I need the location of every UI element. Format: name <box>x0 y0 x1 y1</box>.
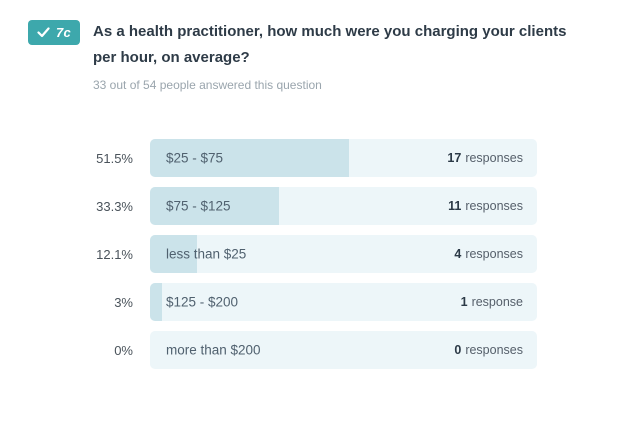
response-count-number: 11 <box>448 199 462 213</box>
bar-track: $25 - $75 17 responses <box>150 139 537 177</box>
bar-category-label: $75 - $125 <box>166 198 231 214</box>
result-row: 33.3% $75 - $125 11 responses <box>0 187 634 225</box>
response-count: 4 responses <box>454 247 523 261</box>
percent-label: 3% <box>114 294 133 310</box>
question-block: As a health practitioner, how much were … <box>93 19 593 92</box>
bar-track: more than $200 0 responses <box>150 331 537 369</box>
bar-track: $125 - $200 1 response <box>150 283 537 321</box>
percent-label: 0% <box>114 342 133 358</box>
response-count-number: 1 <box>460 295 468 309</box>
bar-fill <box>150 187 279 225</box>
response-count-unit: responses <box>465 199 523 213</box>
response-count-unit: responses <box>465 247 523 261</box>
bar-category-label: $25 - $75 <box>166 150 224 166</box>
bar-category-label: less than $25 <box>166 246 247 262</box>
question-answered-summary: 33 out of 54 people answered this questi… <box>93 78 322 92</box>
response-count: 17 responses <box>447 151 523 165</box>
result-row: 3% $125 - $200 1 response <box>0 283 634 321</box>
percent-label: 12.1% <box>96 246 133 262</box>
percent-label: 51.5% <box>96 150 133 166</box>
question-number-label: 7c <box>55 25 72 40</box>
result-row: 0% more than $200 0 responses <box>0 331 634 369</box>
bar-track: less than $25 4 responses <box>150 235 537 273</box>
question-title: As a health practitioner, how much were … <box>93 23 567 66</box>
question-badge: 7c <box>28 20 80 45</box>
results-list: 51.5% $25 - $75 17 responses 33.3% $75 - … <box>0 139 634 379</box>
response-count-number: 4 <box>454 247 462 261</box>
bar-fill <box>150 139 350 177</box>
response-count-unit: responses <box>465 343 523 357</box>
result-row: 51.5% $25 - $75 17 responses <box>0 139 634 177</box>
response-count: 1 response <box>461 295 523 309</box>
check-icon <box>37 27 50 38</box>
response-count-number: 17 <box>447 151 462 165</box>
bar-category-label: $125 - $200 <box>166 294 239 310</box>
response-count: 0 responses <box>454 343 523 357</box>
response-count-unit: responses <box>465 151 523 165</box>
response-count: 11 responses <box>448 199 523 213</box>
bar-fill <box>150 283 162 321</box>
question-header: 7c As a health practitioner, how much we… <box>28 19 608 92</box>
response-count-number: 0 <box>454 343 462 357</box>
bar-fill <box>150 235 197 273</box>
bar-track: $75 - $125 11 responses <box>150 187 537 225</box>
percent-label: 33.3% <box>96 198 133 214</box>
response-count-unit: response <box>471 295 523 309</box>
bar-category-label: more than $200 <box>166 342 261 358</box>
result-row: 12.1% less than $25 4 responses <box>0 235 634 273</box>
